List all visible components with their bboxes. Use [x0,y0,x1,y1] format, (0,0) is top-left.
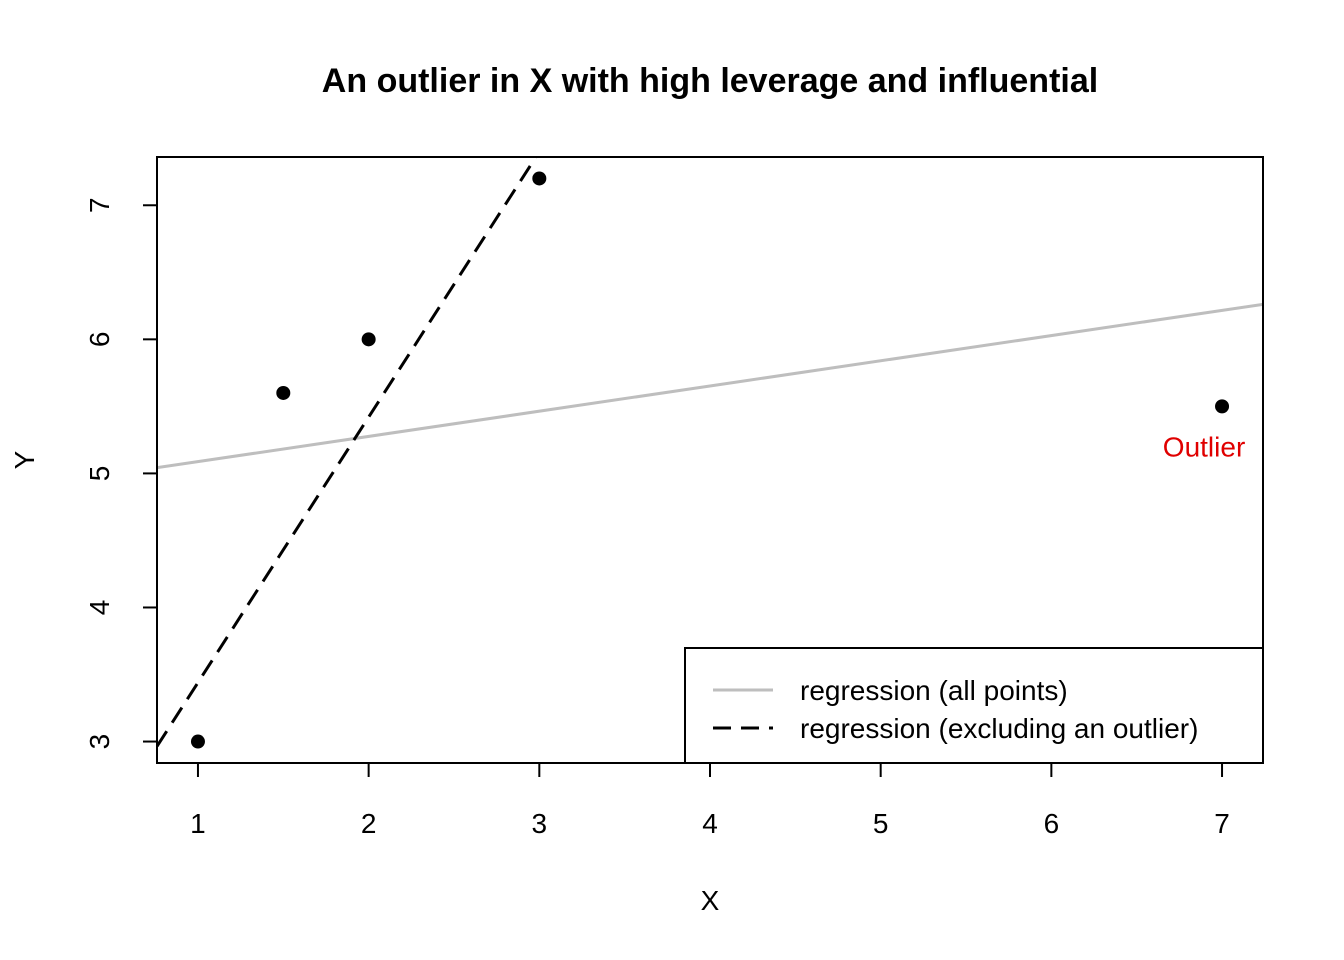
y-tick-label: 5 [84,466,115,482]
data-point-4 [532,171,547,186]
y-tick-label: 6 [84,332,115,348]
data-point-5 [1215,399,1230,414]
x-tick-label: 5 [873,808,889,839]
x-tick-label: 7 [1214,808,1230,839]
data-point-1 [190,734,205,749]
y-tick-label: 3 [84,734,115,750]
chart-title: An outlier in X with high leverage and i… [322,62,1098,100]
x-tick-label: 4 [702,808,718,839]
x-axis: 1 2 3 4 5 6 7 [190,762,1230,839]
data-point-2 [276,385,291,400]
plot-area [157,157,1263,749]
data-point-3 [361,332,376,347]
regression-line-all-points [157,302,1263,470]
regression-line-excluding-outlier [157,157,538,748]
x-axis-label: X [701,885,720,916]
x-tick-label: 6 [1044,808,1060,839]
legend-box [684,647,1264,764]
x-tick-label: 1 [190,808,206,839]
legend-label: regression (excluding an outlier) [800,713,1198,744]
y-axis-label: Y [9,450,40,469]
y-tick-label: 4 [84,600,115,616]
legend-label: regression (all points) [800,675,1068,706]
y-axis: 3 4 5 6 7 [84,197,158,750]
x-tick-label: 2 [361,808,377,839]
legend: regression (all points) regression (exclu… [684,647,1264,764]
x-tick-label: 3 [532,808,548,839]
y-tick-label: 7 [84,197,115,213]
outlier-annotation: Outlier [1163,432,1245,463]
